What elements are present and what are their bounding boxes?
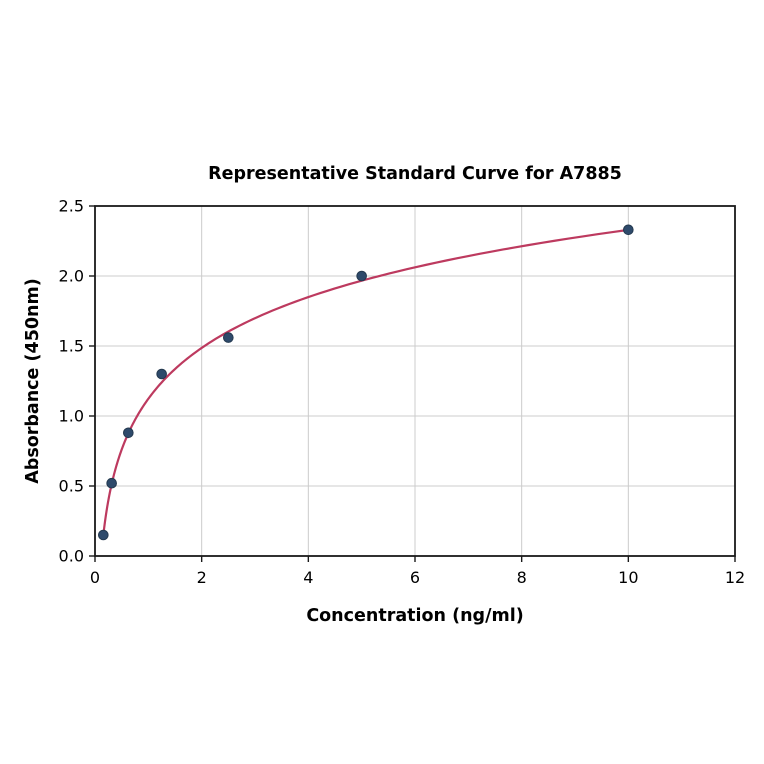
data-point [123,427,134,439]
y-tick-label: 1.5 [59,337,84,356]
tick-layer [89,205,736,562]
x-tick-label: 8 [517,568,527,587]
y-tick-label: 0.5 [59,477,84,496]
x-tick-label: 4 [303,568,313,587]
data-point [356,270,367,282]
data-point [106,477,117,489]
data-point [98,529,109,541]
y-tick-label: 2.0 [59,267,84,286]
y-axis-label: Absorbance (450nm) [23,278,43,484]
data-point [223,332,234,343]
data-point [623,224,634,236]
y-tick-label: 1.0 [59,407,84,426]
chart-title: Representative Standard Curve for A7885 [208,164,622,184]
x-axis-label: Concentration (ng/ml) [306,606,523,626]
x-tick-label: 2 [197,568,207,587]
data-point [156,368,167,380]
x-tick-label: 6 [410,568,420,587]
y-tick-label: 2.5 [59,197,84,216]
x-tick-label: 10 [618,568,638,587]
grid-layer [94,205,736,557]
x-tick-label: 0 [90,568,100,587]
tick-label-layer: 0 2 4 6 8 10 12 0.0 0.5 1.0 1.5 2.0 2.5 [59,197,746,588]
y-tick-label: 0.0 [59,547,84,566]
x-tick-label: 12 [725,568,745,587]
data-points-layer [98,224,634,541]
